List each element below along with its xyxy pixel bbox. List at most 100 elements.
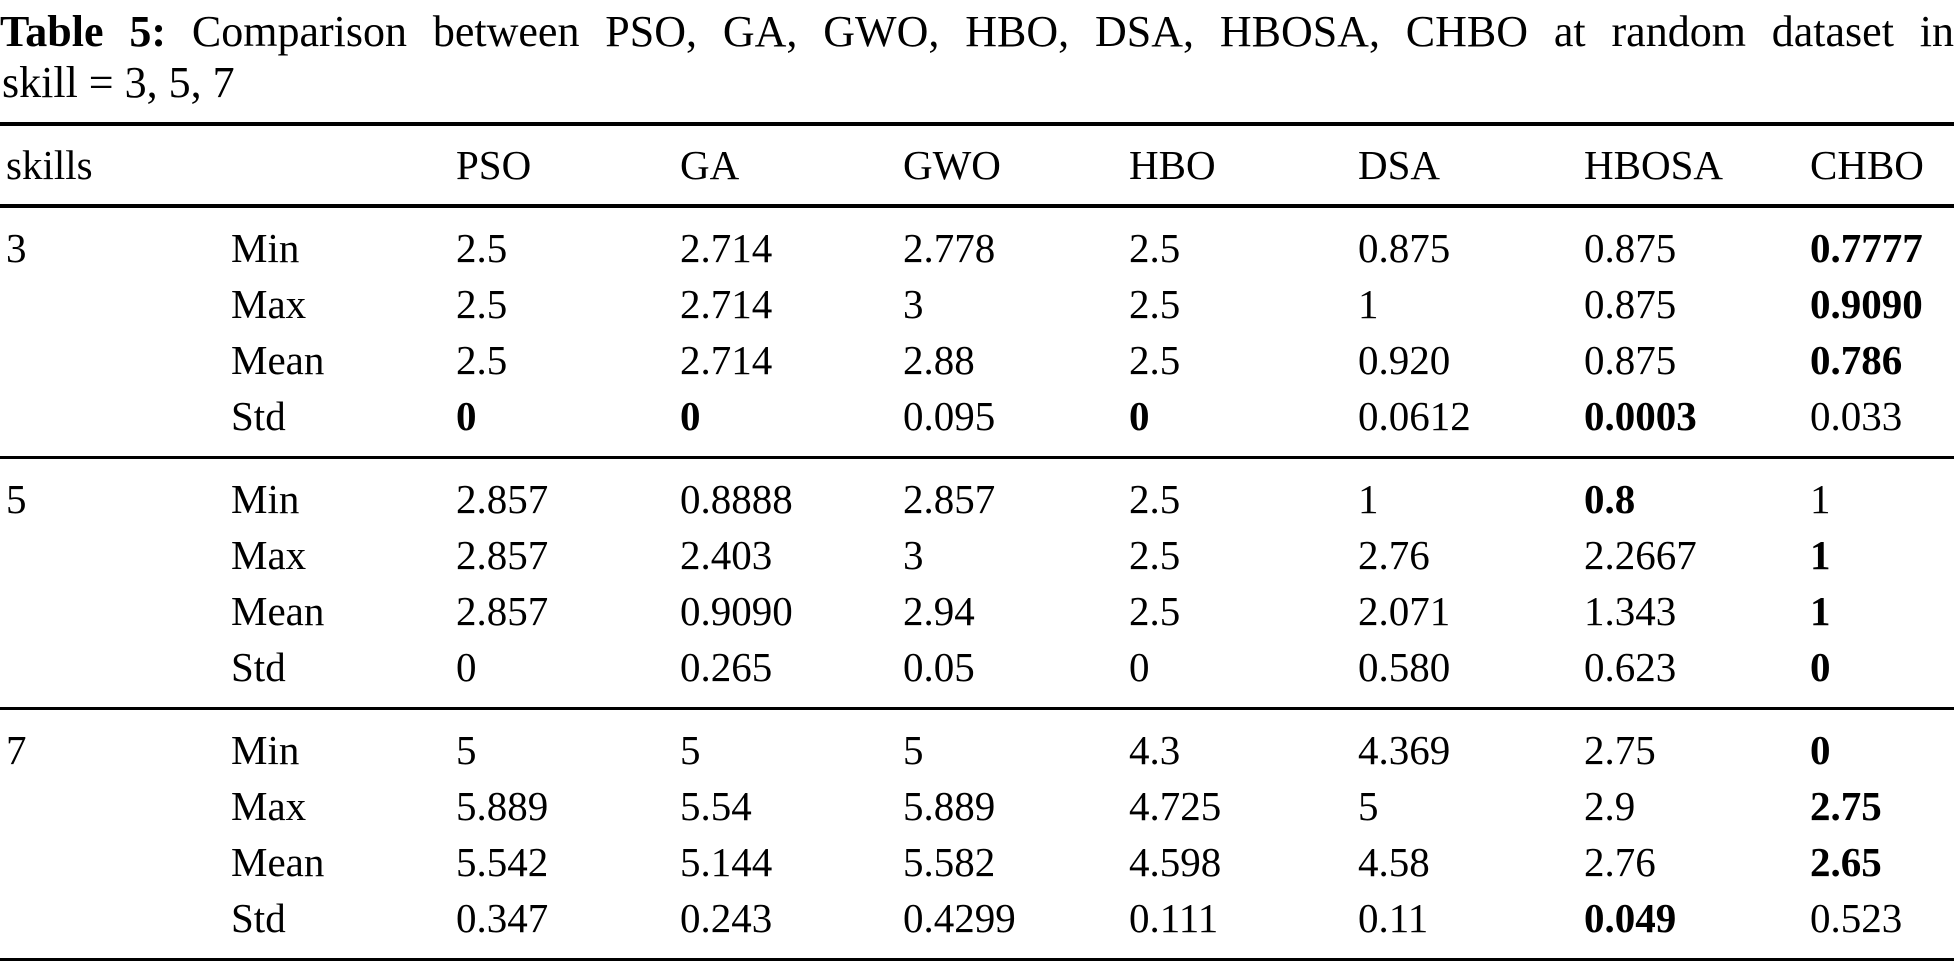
value-cell: 1.343 — [1584, 588, 1677, 635]
value-cell: 0.623 — [1584, 644, 1677, 691]
value-cell: 5 — [903, 727, 924, 774]
stat-label: Min — [231, 476, 300, 523]
value-cell: 0.875 — [1584, 225, 1677, 272]
value-cell: 2.94 — [903, 588, 975, 635]
skill-group-3: 3 Min 2.5 2.714 2.778 2.5 0.875 0.875 0.… — [0, 206, 1954, 458]
value-cell: 3 — [903, 281, 924, 328]
value-cell: 4.725 — [1129, 783, 1222, 830]
table-caption-label: Table 5: — [0, 7, 167, 56]
value-cell: 2.5 — [1129, 532, 1181, 579]
value-cell: 2.857 — [456, 476, 549, 523]
value-cell: 0.243 — [680, 895, 773, 942]
stat-label: Mean — [231, 839, 325, 886]
value-cell: 5.889 — [456, 783, 549, 830]
value-cell: 5 — [456, 727, 477, 774]
stat-label: Mean — [231, 337, 325, 384]
value-cell: 2.88 — [903, 337, 975, 384]
stat-label: Mean — [231, 588, 325, 635]
table-row: Std 0.347 0.243 0.4299 0.111 0.11 0.049 … — [0, 890, 1954, 960]
value-cell: 0.9090 — [1810, 281, 1923, 328]
column-header-dsa: DSA — [1358, 142, 1441, 189]
value-cell: 0.875 — [1358, 225, 1451, 272]
value-cell: 2.5 — [1129, 476, 1181, 523]
column-header-ga: GA — [680, 142, 740, 189]
stat-label: Std — [231, 895, 286, 942]
value-cell: 0 — [680, 393, 701, 440]
value-cell: 2.5 — [456, 337, 508, 384]
table-row: Std 0 0 0.095 0 0.0612 0.0003 0.033 — [0, 388, 1954, 458]
value-cell: 0 — [1129, 644, 1150, 691]
table-row: 7 Min 5 5 5 4.3 4.369 2.75 0 — [0, 709, 1954, 779]
stat-label: Max — [231, 281, 307, 328]
value-cell: 0.786 — [1810, 337, 1903, 384]
value-cell: 1 — [1810, 588, 1831, 635]
value-cell: 0.033 — [1810, 393, 1903, 440]
table-header-row: skills PSO GA GWO HBO DSA HBOSA CHBO — [0, 124, 1954, 206]
stat-label: Std — [231, 644, 286, 691]
skill-label: 3 — [6, 225, 27, 272]
table-row: Mean 5.542 5.144 5.582 4.598 4.58 2.76 2… — [0, 834, 1954, 890]
stat-label: Std — [231, 393, 286, 440]
value-cell: 2.5 — [1129, 588, 1181, 635]
value-cell: 2.714 — [680, 225, 773, 272]
table-caption-line2: skill = 3, 5, 7 — [2, 58, 235, 108]
skill-label-empty — [0, 527, 225, 583]
value-cell: 0.8 — [1584, 476, 1636, 523]
value-cell: 0.580 — [1358, 644, 1451, 691]
value-cell: 2.5 — [456, 225, 508, 272]
skill-group-5: 5 Min 2.857 0.8888 2.857 2.5 1 0.8 1 Max… — [0, 458, 1954, 709]
value-cell: 0.8888 — [680, 476, 793, 523]
table-row: Mean 2.5 2.714 2.88 2.5 0.920 0.875 0.78… — [0, 332, 1954, 388]
value-cell: 0.05 — [903, 644, 975, 691]
value-cell: 0.265 — [680, 644, 773, 691]
skill-label-empty — [0, 583, 225, 639]
value-cell: 5.582 — [903, 839, 996, 886]
value-cell: 0 — [456, 393, 477, 440]
skill-label: 5 — [6, 476, 27, 523]
value-cell: 2.857 — [456, 588, 549, 635]
value-cell: 1 — [1358, 476, 1379, 523]
value-cell: 0.0003 — [1584, 393, 1697, 440]
value-cell: 4.369 — [1358, 727, 1451, 774]
value-cell: 4.598 — [1129, 839, 1222, 886]
value-cell: 5.889 — [903, 783, 996, 830]
table-row: Std 0 0.265 0.05 0 0.580 0.623 0 — [0, 639, 1954, 709]
table-caption: Table 5: Comparison between PSO, GA, GWO… — [0, 0, 1954, 108]
value-cell: 5.542 — [456, 839, 549, 886]
value-cell: 4.58 — [1358, 839, 1430, 886]
skill-group-7: 7 Min 5 5 5 4.3 4.369 2.75 0 Max 5.889 5… — [0, 709, 1954, 960]
column-header-hbosa: HBOSA — [1584, 142, 1723, 189]
value-cell: 0 — [1129, 393, 1150, 440]
value-cell: 0.7777 — [1810, 225, 1923, 272]
column-header-stat — [225, 124, 450, 206]
value-cell: 5.54 — [680, 783, 752, 830]
table-row: Mean 2.857 0.9090 2.94 2.5 2.071 1.343 1 — [0, 583, 1954, 639]
data-table: skills PSO GA GWO HBO DSA HBOSA CHBO 3 M… — [0, 122, 1954, 961]
value-cell: 3 — [903, 532, 924, 579]
value-cell: 0.049 — [1584, 895, 1677, 942]
stat-label: Min — [231, 727, 300, 774]
value-cell: 2.5 — [456, 281, 508, 328]
value-cell: 0.347 — [456, 895, 549, 942]
value-cell: 2.76 — [1584, 839, 1656, 886]
value-cell: 4.3 — [1129, 727, 1181, 774]
value-cell: 0.11 — [1358, 895, 1429, 942]
value-cell: 2.65 — [1810, 839, 1882, 886]
value-cell: 2.5 — [1129, 337, 1181, 384]
value-cell: 0.111 — [1129, 895, 1219, 942]
value-cell: 5 — [1358, 783, 1379, 830]
value-cell: 2.714 — [680, 337, 773, 384]
value-cell: 0 — [1810, 644, 1831, 691]
stat-label: Max — [231, 783, 307, 830]
column-header-skills: skills — [6, 142, 93, 189]
value-cell: 2.76 — [1358, 532, 1430, 579]
value-cell: 2.5 — [1129, 281, 1181, 328]
skill-label-empty — [0, 890, 225, 960]
column-header-chbo: CHBO — [1810, 142, 1924, 189]
table-caption-line1: Table 5: Comparison between PSO, GA, GWO… — [0, 6, 1954, 57]
column-header-hbo: HBO — [1129, 142, 1216, 189]
skill-label-empty — [0, 388, 225, 458]
stat-label: Min — [231, 225, 300, 272]
value-cell: 1 — [1810, 476, 1831, 523]
value-cell: 0.875 — [1584, 281, 1677, 328]
